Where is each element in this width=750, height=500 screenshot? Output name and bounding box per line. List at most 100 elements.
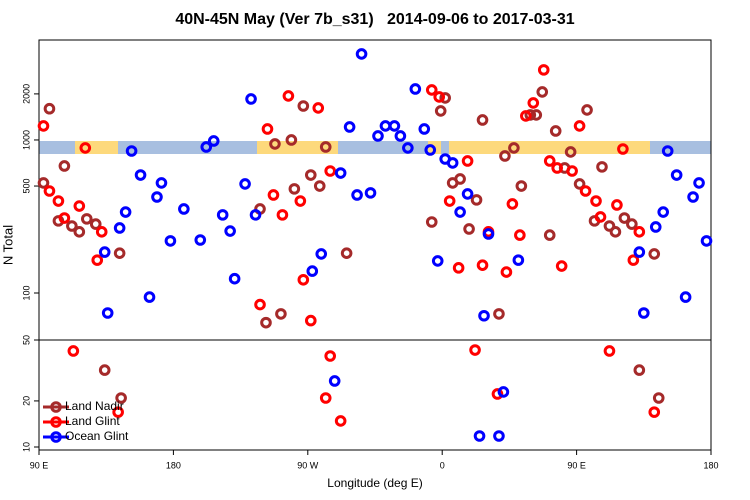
point (633, 246, 646, 258)
point (101, 307, 114, 319)
legend-marker (50, 416, 62, 428)
point (431, 255, 444, 267)
point (143, 291, 156, 303)
point (372, 130, 384, 142)
point (579, 185, 592, 197)
point (285, 134, 298, 146)
point (269, 138, 281, 150)
y-tick-label: 1000 (21, 130, 31, 150)
series (67, 344, 661, 427)
point (446, 157, 459, 169)
point (443, 195, 456, 207)
point (482, 228, 495, 240)
point (43, 185, 56, 197)
legend-marker (50, 401, 62, 413)
point (564, 146, 577, 158)
point (58, 160, 71, 172)
point (536, 86, 549, 98)
point (282, 90, 295, 102)
point (89, 218, 102, 230)
point (364, 187, 377, 199)
point (52, 195, 65, 207)
point (95, 226, 108, 238)
point (418, 123, 431, 135)
point (603, 220, 616, 232)
point (324, 165, 337, 177)
plot-frame (38, 39, 712, 451)
point (543, 229, 556, 241)
ocean-band (39, 141, 75, 154)
x-tick-label: 90 W (297, 460, 319, 470)
point (611, 199, 623, 211)
point (155, 177, 168, 189)
point (79, 142, 92, 154)
point (306, 265, 319, 277)
point (249, 209, 262, 221)
point (454, 173, 466, 185)
y-tick-label: 10 (21, 442, 31, 452)
point (670, 169, 683, 181)
ocean-band (118, 141, 257, 154)
point (355, 48, 368, 60)
point (452, 262, 465, 274)
point (512, 254, 525, 266)
point (43, 102, 56, 115)
point (549, 125, 562, 137)
point (478, 309, 490, 322)
point (439, 92, 451, 104)
series (98, 48, 713, 322)
point (573, 120, 586, 132)
point (91, 254, 104, 266)
point (493, 430, 505, 442)
point (125, 145, 138, 157)
point (297, 273, 310, 286)
point (581, 104, 593, 116)
point (315, 248, 328, 260)
point (334, 167, 347, 179)
point (594, 211, 607, 223)
x-tick-label: 180 (166, 460, 181, 470)
point (324, 350, 337, 362)
point (506, 198, 519, 210)
point (618, 212, 631, 224)
y-tick-label: 2000 (21, 84, 31, 104)
y-tick-label: 50 (21, 335, 31, 345)
land-band (257, 141, 338, 154)
point (596, 161, 608, 173)
point (648, 406, 661, 418)
point (394, 130, 407, 142)
point (67, 345, 80, 357)
point (98, 364, 111, 376)
point (515, 180, 528, 192)
point (530, 109, 543, 121)
point (433, 91, 446, 103)
point (80, 213, 93, 225)
point (98, 246, 111, 258)
point (37, 120, 50, 132)
point (343, 121, 356, 133)
point (626, 218, 638, 230)
point (425, 216, 438, 228)
series (328, 375, 510, 442)
point (239, 178, 251, 190)
point (304, 169, 317, 181)
point (520, 110, 532, 122)
point (276, 209, 289, 221)
land-band (428, 141, 650, 154)
point (476, 114, 489, 126)
point (164, 235, 177, 247)
point (566, 165, 578, 177)
point (469, 344, 481, 356)
point (115, 392, 127, 404)
point (304, 314, 317, 327)
x-tick-label: 0 (440, 460, 445, 470)
point (288, 183, 301, 195)
point (58, 212, 71, 224)
point (500, 266, 513, 278)
point (543, 155, 556, 167)
point (434, 105, 447, 117)
point (319, 141, 332, 153)
x-axis-label: Longitude (deg E) (327, 476, 422, 490)
point (340, 247, 353, 259)
point (37, 177, 50, 189)
